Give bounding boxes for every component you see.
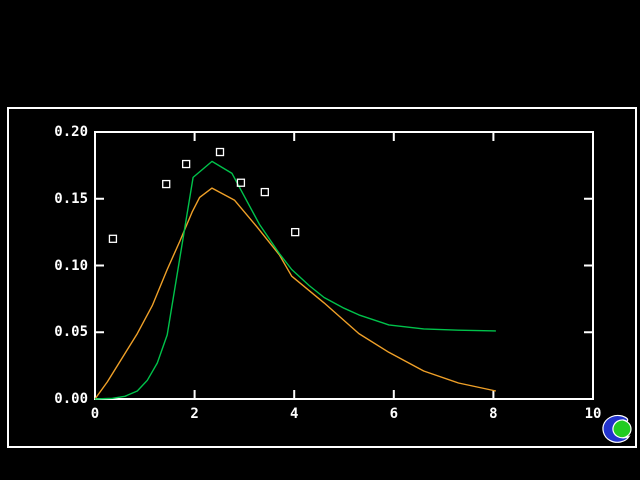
data-point-marker (108, 234, 118, 243)
plot-border (94, 131, 594, 400)
data-point-marker (215, 147, 225, 157)
orange-curve (94, 187, 497, 400)
data-point-marker (236, 178, 246, 187)
logo-icon (602, 414, 632, 443)
y-tick-label: 0.00 (54, 391, 88, 407)
green-curve (94, 160, 496, 400)
y-tick-label: 0.20 (54, 124, 88, 140)
x-tick-label: 8 (489, 406, 498, 422)
data-point-marker (181, 159, 191, 169)
x-tick-label: 6 (389, 406, 399, 422)
y-tick-label: 0.05 (54, 324, 88, 341)
data-point-marker (162, 179, 171, 189)
x-tick-label: 10 (584, 406, 602, 422)
x-tick-label: 0 (90, 406, 100, 422)
x-tick-label: 4 (289, 406, 299, 422)
y-tick-label: 0.15 (54, 190, 88, 207)
data-point-marker (291, 227, 300, 237)
x-tick-label: 2 (190, 406, 199, 422)
y-tick-label: 0.10 (54, 257, 88, 274)
plot-window-frame (7, 107, 637, 448)
data-point-marker (260, 187, 269, 197)
logo-blue-shape (602, 414, 631, 443)
